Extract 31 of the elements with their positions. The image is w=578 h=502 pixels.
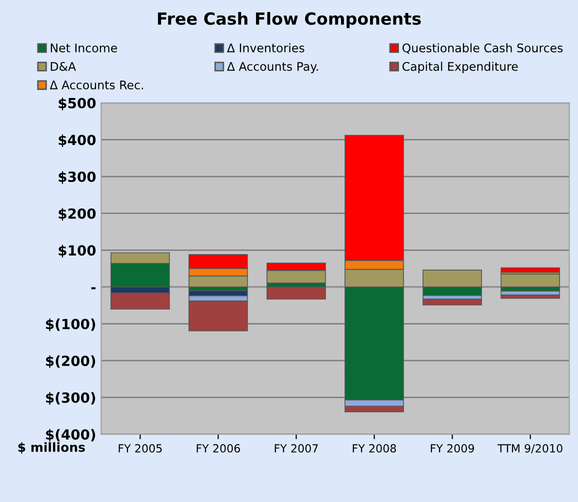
chart-title: Free Cash Flow Components [158, 12, 421, 28]
legend-label: Capital Expenditure [402, 62, 518, 74]
y-tick-label: $(400) [46, 428, 96, 442]
bar [500, 274, 560, 288]
bar [188, 290, 248, 296]
x-tick-label: FY 2007 [274, 444, 318, 453]
legend-label: Questionable Cash Sources [402, 43, 563, 54]
x-tick-label: FY 2005 [118, 444, 162, 453]
y-tick-label: $400 [58, 134, 96, 148]
y-tick-label: $(200) [46, 355, 96, 368]
y-tick-label: $(300) [46, 392, 96, 405]
legend-label: D&A [50, 62, 76, 71]
x-tick-label: FY 2008 [352, 444, 396, 453]
legend-label: Δ Inventories [227, 43, 304, 52]
legend-label: Net Income [50, 44, 117, 52]
bar [500, 294, 560, 299]
x-tick-label: TTM 9/2010 [497, 444, 562, 454]
legend-label: Δ Accounts Rec. [50, 80, 144, 90]
y-tick-label: $(100) [46, 318, 96, 332]
y-tick-label: $200 [58, 208, 96, 221]
y-tick-label: $500 [58, 98, 96, 110]
y-tick-label: - [91, 287, 96, 290]
legend-label: Δ Accounts Pay. [227, 62, 318, 74]
y-axis-title: $ millions [18, 442, 85, 454]
bar [500, 267, 560, 273]
y-tick-label: $300 [58, 171, 96, 184]
bar [266, 286, 326, 300]
x-tick-label: FY 2006 [196, 444, 240, 453]
x-tick-label: FY 2009 [430, 444, 474, 453]
bar [422, 298, 482, 306]
y-tick-label: $100 [58, 244, 96, 258]
